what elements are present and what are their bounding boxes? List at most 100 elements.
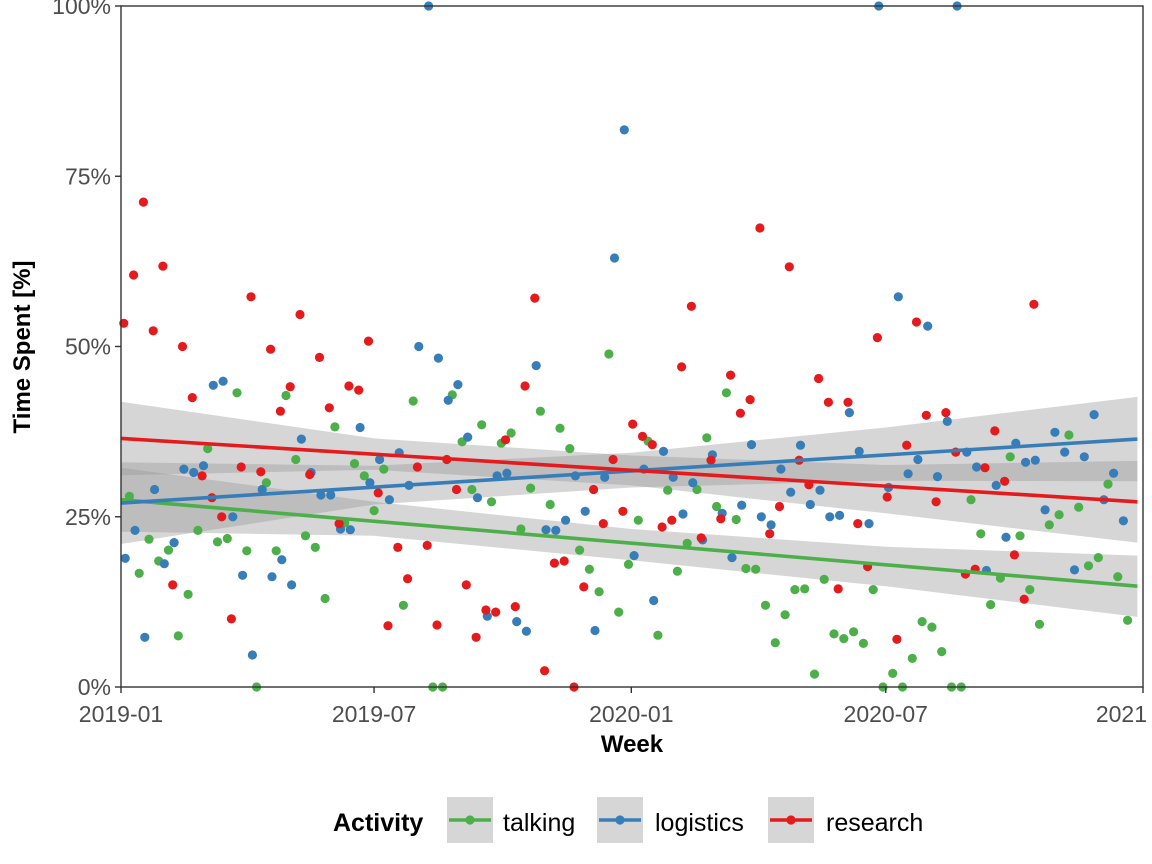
- data-point-talking-39: [526, 483, 536, 493]
- data-point-logistics-76: [864, 519, 874, 529]
- data-point-logistics-74: [844, 408, 855, 418]
- data-point-research-26: [373, 488, 383, 498]
- data-point-talking-68: [809, 669, 820, 679]
- data-point-logistics-35: [463, 432, 473, 442]
- data-point-research-74: [843, 397, 853, 407]
- data-point-talking-80: [927, 622, 937, 632]
- data-point-logistics-23: [345, 525, 355, 535]
- data-point-talking-52: [653, 630, 663, 640]
- legend-label-research: research: [826, 809, 923, 837]
- data-point-research-14: [256, 467, 266, 477]
- data-point-talking-78: [907, 653, 917, 664]
- data-point-logistics-55: [658, 446, 669, 456]
- trend-line-talking: [120, 497, 1138, 588]
- data-point-research-11: [226, 614, 236, 624]
- confidence-bands: [121, 396, 1138, 617]
- legend-label-talking: talking: [503, 809, 575, 837]
- data-point-research-50: [608, 454, 618, 465]
- data-point-logistics-68: [786, 487, 796, 497]
- data-point-logistics-83: [932, 472, 943, 482]
- data-point-logistics-89: [991, 480, 1001, 490]
- data-point-research-61: [716, 514, 726, 524]
- data-point-talking-97: [1093, 553, 1103, 563]
- data-point-research-10: [217, 512, 227, 522]
- data-point-logistics-51: [619, 125, 629, 135]
- data-point-talking-1: [134, 568, 144, 578]
- data-point-logistics-97: [1069, 565, 1080, 575]
- y-tick-label-0: 0%: [78, 674, 111, 700]
- data-point-logistics-36: [472, 493, 483, 503]
- legend-title: Activity: [333, 809, 423, 837]
- data-point-talking-17: [291, 454, 301, 465]
- data-point-research-55: [657, 522, 667, 532]
- data-point-talking-89: [1015, 531, 1025, 541]
- data-point-logistics-67: [776, 464, 786, 474]
- data-point-logistics-24: [355, 422, 365, 433]
- data-point-research-37: [481, 605, 491, 615]
- axes: 0% 25% 50% 75% 100% 2019-01 2019-07 2020-01 2020…: [52, 0, 1147, 727]
- data-point-talking-94: [1064, 430, 1074, 440]
- data-point-research-60: [706, 455, 716, 465]
- data-point-research-39: [500, 435, 511, 445]
- data-point-logistics-48: [590, 625, 600, 636]
- data-point-research-8: [197, 471, 207, 481]
- data-point-logistics-52: [629, 551, 639, 561]
- data-point-talking-45: [584, 564, 595, 574]
- trend-line-research: [120, 436, 1138, 504]
- data-point-research-6: [177, 341, 188, 352]
- data-point-logistics-5: [169, 538, 179, 548]
- data-point-talking-44: [575, 545, 585, 555]
- data-point-talking-40: [535, 406, 546, 416]
- data-point-logistics-7: [189, 467, 199, 478]
- data-point-talking-84: [966, 495, 976, 505]
- data-point-talking-47: [604, 349, 614, 359]
- y-tick-label-3: 75%: [65, 163, 111, 189]
- data-point-research-75: [853, 519, 863, 529]
- data-point-research-92: [1019, 594, 1029, 604]
- data-point-logistics-50: [609, 253, 620, 263]
- data-point-logistics-8: [198, 461, 209, 471]
- data-point-talking-43: [565, 444, 575, 454]
- data-point-talking-98: [1103, 479, 1113, 489]
- data-point-research-72: [823, 397, 834, 407]
- data-point-logistics-41: [521, 626, 532, 636]
- data-point-talking-37: [506, 428, 516, 438]
- x-axis-title: Week: [601, 731, 664, 758]
- data-point-research-67: [774, 501, 785, 512]
- data-point-logistics-81: [913, 454, 923, 465]
- data-point-research-19: [305, 469, 315, 480]
- data-point-talking-95: [1074, 502, 1084, 512]
- data-point-talking-10: [222, 533, 232, 544]
- data-point-talking-42: [555, 423, 565, 433]
- data-point-research-66: [765, 529, 775, 539]
- data-points: [119, 1, 1133, 692]
- data-point-research-64: [745, 395, 755, 405]
- data-point-talking-6: [183, 589, 193, 600]
- trend-lines: [120, 436, 1138, 588]
- data-point-research-62: [726, 370, 736, 380]
- data-point-logistics-39: [502, 468, 512, 478]
- data-point-talking-9: [212, 537, 223, 547]
- data-point-talking-61: [741, 563, 751, 574]
- data-point-logistics-42: [531, 361, 541, 371]
- data-point-logistics-16: [277, 555, 287, 565]
- data-point-talking-64: [770, 638, 780, 648]
- data-point-logistics-73: [835, 510, 845, 520]
- data-point-logistics-6: [179, 464, 189, 474]
- data-point-research-5: [168, 580, 178, 590]
- data-point-talking-34: [477, 420, 487, 430]
- data-point-research-58: [686, 301, 697, 311]
- data-point-logistics-58: [688, 478, 698, 488]
- data-point-research-12: [236, 462, 246, 472]
- y-tick-label-1: 25%: [65, 504, 111, 530]
- data-point-logistics-90: [1001, 532, 1011, 542]
- data-point-logistics-30: [414, 341, 424, 352]
- data-point-research-93: [1029, 299, 1039, 309]
- data-point-logistics-101: [1109, 468, 1119, 478]
- data-point-logistics-92: [1021, 457, 1031, 467]
- data-point-logistics-95: [1050, 427, 1060, 437]
- data-point-logistics-54: [649, 595, 659, 606]
- data-point-logistics-12: [238, 570, 248, 580]
- data-point-research-88: [980, 463, 990, 473]
- data-point-talking-67: [800, 584, 810, 594]
